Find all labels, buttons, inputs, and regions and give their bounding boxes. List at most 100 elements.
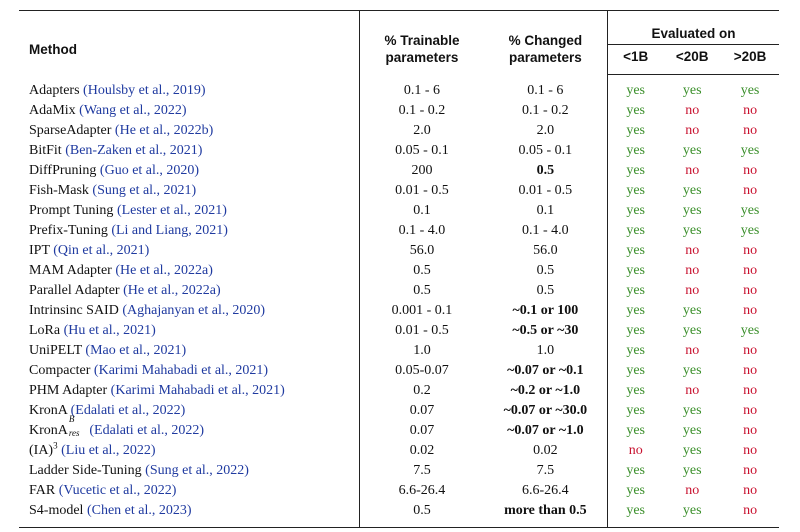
eval-gt20b-cell: yes xyxy=(740,83,760,98)
method-name: Intrinsinc SAID xyxy=(29,303,119,318)
method-cell: LoRa (Hu et al., 2021) xyxy=(19,321,360,341)
method-name: AdaMix xyxy=(29,103,76,118)
citation-link[interactable]: (Lester et al., 2021) xyxy=(116,203,227,218)
eval-lt1b-cell: yes xyxy=(607,201,664,221)
method-cell: Prompt Tuning (Lester et al., 2021) xyxy=(19,201,360,221)
citation-link[interactable]: (Guo et al., 2020) xyxy=(99,163,200,178)
citation-link[interactable]: (Houlsby et al., 2019) xyxy=(83,82,206,98)
table-row: Fish-Mask (Sung et al., 2021) 0.01 - 0.5 0… xyxy=(19,181,779,201)
eval-gt20b-cell: no xyxy=(743,283,758,298)
eval-gt20b-cell: yes xyxy=(740,223,760,238)
eval-lt20b-cell: yes xyxy=(682,203,702,218)
header-changed: % Changed parameters xyxy=(484,11,608,75)
changed-cell: 56.0 xyxy=(533,243,558,258)
eval-lt20b-cell: no xyxy=(685,283,700,298)
table-row: KronA (Edalati et al., 2022) 0.07 ~0.07 or… xyxy=(19,401,779,421)
method-cell: UniPELT (Mao et al., 2021) xyxy=(19,341,360,361)
eval-lt1b-cell: yes xyxy=(607,381,664,401)
citation-link[interactable]: (He et al., 2022a) xyxy=(115,263,213,278)
table-row: MAM Adapter (He et al., 2022a) 0.5 0.5 yes n… xyxy=(19,261,779,281)
method-cell: Compacter (Karimi Mahabadi et al., 2021) xyxy=(19,361,360,381)
method-name: Fish-Mask xyxy=(29,183,89,198)
eval-lt20b-cell: yes xyxy=(682,423,702,438)
citation-link[interactable]: (Liu et al., 2022) xyxy=(61,443,156,458)
eval-lt1b-cell: yes xyxy=(607,341,664,361)
table-row: (IA)3 (Liu et al., 2022) 0.02 0.02 no yes no xyxy=(19,441,779,461)
citation-link[interactable]: (Karimi Mahabadi et al., 2021) xyxy=(93,363,269,378)
changed-cell: 2.0 xyxy=(536,123,555,138)
changed-cell: 0.5 xyxy=(536,283,555,298)
eval-gt20b-cell: no xyxy=(743,503,758,518)
trainable-cell: 0.05 - 0.1 xyxy=(359,141,484,161)
method-cell: S4-model (Chen et al., 2023) xyxy=(19,501,360,528)
header-changed-line2: parameters xyxy=(508,50,582,66)
citation-link[interactable]: (Chen et al., 2023) xyxy=(86,503,192,518)
trainable-cell: 200 xyxy=(359,161,484,181)
eval-gt20b-cell: no xyxy=(743,243,758,258)
eval-gt20b-cell: no xyxy=(743,303,758,318)
eval-lt1b-cell: yes xyxy=(607,181,664,201)
changed-cell: 0.1 - 0.2 xyxy=(522,103,569,118)
eval-lt20b-cell: yes xyxy=(682,363,702,378)
trainable-cell: 0.02 xyxy=(359,441,484,461)
eval-lt20b-cell: no xyxy=(685,263,700,278)
table-row: LoRa (Hu et al., 2021) 0.01 - 0.5 ~0.5 or … xyxy=(19,321,779,341)
citation-link[interactable]: (Hu et al., 2021) xyxy=(63,323,156,338)
method-cell: AdaMix (Wang et al., 2022) xyxy=(19,101,360,121)
citation-link[interactable]: (Edalati et al., 2022) xyxy=(89,423,205,438)
eval-lt1b-cell: yes xyxy=(607,261,664,281)
citation-link[interactable]: (Mao et al., 2021) xyxy=(85,343,187,358)
trainable-cell: 0.1 - 6 xyxy=(359,74,484,101)
method-name-sup: B xyxy=(68,414,75,424)
header-trainable: % Trainable parameters xyxy=(359,10,484,75)
method-name: LoRa xyxy=(29,323,61,338)
method-cell: (IA)3 (Liu et al., 2022) xyxy=(19,441,360,461)
eval-lt20b-cell: no xyxy=(685,383,700,398)
eval-lt20b-cell: yes xyxy=(682,323,702,338)
citation-link[interactable]: (Vucetic et al., 2022) xyxy=(58,483,177,498)
citation-link[interactable]: (Li and Liang, 2021) xyxy=(111,223,228,238)
method-cell: PHM Adapter (Karimi Mahabadi et al., 202… xyxy=(19,381,360,401)
method-name-sub: res xyxy=(68,428,80,438)
table-row: PHM Adapter (Karimi Mahabadi et al., 202… xyxy=(19,381,779,401)
eval-lt1b-cell: yes xyxy=(607,74,664,101)
eval-lt20b-cell: no xyxy=(685,243,700,258)
changed-cell: ~0.07 or ~0.1 xyxy=(507,363,584,378)
eval-lt1b-cell: yes xyxy=(607,461,664,481)
method-name: BitFit xyxy=(29,143,62,158)
method-name: Ladder Side-Tuning xyxy=(29,463,142,478)
citation-link[interactable]: (He et al., 2022b) xyxy=(114,123,214,138)
eval-gt20b-cell: no xyxy=(743,263,758,278)
trainable-cell: 6.6-26.4 xyxy=(359,481,484,501)
eval-gt20b-cell: no xyxy=(743,463,758,478)
method-name: SparseAdapter xyxy=(29,123,112,138)
trainable-cell: 0.07 xyxy=(359,401,484,421)
citation-link[interactable]: (Edalati et al., 2022) xyxy=(70,403,186,418)
header-trainable-line2: parameters xyxy=(385,50,459,66)
table-row: Intrinsinc SAID (Aghajanyan et al., 2020… xyxy=(19,301,779,321)
citation-link[interactable]: (Karimi Mahabadi et al., 2021) xyxy=(110,383,285,398)
trainable-cell: 0.01 - 0.5 xyxy=(359,321,484,341)
method-name: Prompt Tuning xyxy=(29,203,114,218)
changed-cell: ~0.1 or 100 xyxy=(512,303,579,318)
trainable-cell: 0.1 xyxy=(359,201,484,221)
changed-cell: 1.0 xyxy=(536,343,555,358)
trainable-cell: 0.5 xyxy=(359,281,484,301)
citation-link[interactable]: (Ben-Zaken et al., 2021) xyxy=(65,143,203,158)
citation-link[interactable]: (He et al., 2022a) xyxy=(123,283,221,298)
citation-link[interactable]: (Sung et al., 2021) xyxy=(92,183,197,198)
eval-lt20b-cell: yes xyxy=(682,83,702,98)
eval-lt20b-cell: yes xyxy=(682,443,702,458)
eval-gt20b-cell: no xyxy=(743,183,758,198)
citation-link[interactable]: (Qin et al., 2021) xyxy=(53,243,150,258)
table-row: Parallel Adapter (He et al., 2022a) 0.5 0.… xyxy=(19,281,779,301)
changed-cell: ~0.07 or ~1.0 xyxy=(507,423,584,438)
method-cell: KronA (Edalati et al., 2022) xyxy=(19,401,360,421)
method-cell: SparseAdapter (He et al., 2022b) xyxy=(19,121,360,141)
changed-cell: 0.01 - 0.5 xyxy=(518,183,573,198)
citation-link[interactable]: (Aghajanyan et al., 2020) xyxy=(122,303,266,318)
citation-link[interactable]: (Wang et al., 2022) xyxy=(79,103,187,118)
citation-link[interactable]: (Sung et al., 2022) xyxy=(145,463,249,478)
